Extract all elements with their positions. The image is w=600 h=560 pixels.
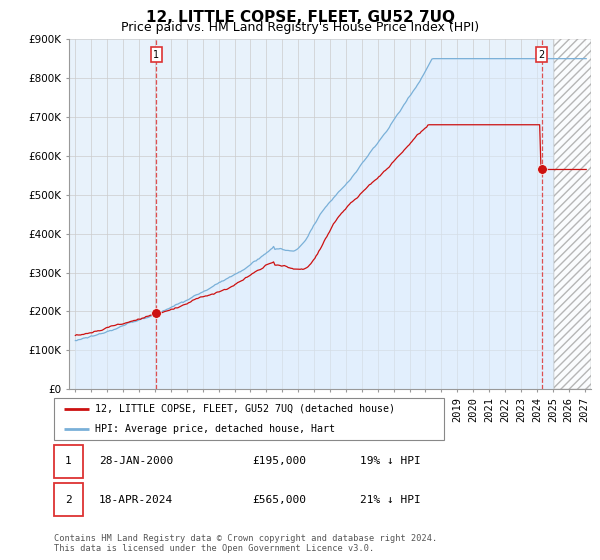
Text: 19% ↓ HPI: 19% ↓ HPI (360, 456, 421, 466)
FancyBboxPatch shape (54, 398, 444, 440)
Text: 12, LITTLE COPSE, FLEET, GU52 7UQ: 12, LITTLE COPSE, FLEET, GU52 7UQ (146, 10, 455, 25)
Text: 1: 1 (153, 50, 159, 60)
Text: 2: 2 (538, 50, 545, 60)
Text: 12, LITTLE COPSE, FLEET, GU52 7UQ (detached house): 12, LITTLE COPSE, FLEET, GU52 7UQ (detac… (95, 404, 395, 413)
Text: £195,000: £195,000 (252, 456, 306, 466)
Text: 1: 1 (65, 456, 72, 466)
Text: Contains HM Land Registry data © Crown copyright and database right 2024.
This d: Contains HM Land Registry data © Crown c… (54, 534, 437, 553)
Text: 2: 2 (65, 494, 72, 505)
Text: 18-APR-2024: 18-APR-2024 (99, 494, 173, 505)
Text: Price paid vs. HM Land Registry's House Price Index (HPI): Price paid vs. HM Land Registry's House … (121, 21, 479, 34)
Text: HPI: Average price, detached house, Hart: HPI: Average price, detached house, Hart (95, 424, 335, 433)
Text: 28-JAN-2000: 28-JAN-2000 (99, 456, 173, 466)
Text: £565,000: £565,000 (252, 494, 306, 505)
Text: 21% ↓ HPI: 21% ↓ HPI (360, 494, 421, 505)
Polygon shape (554, 39, 591, 389)
